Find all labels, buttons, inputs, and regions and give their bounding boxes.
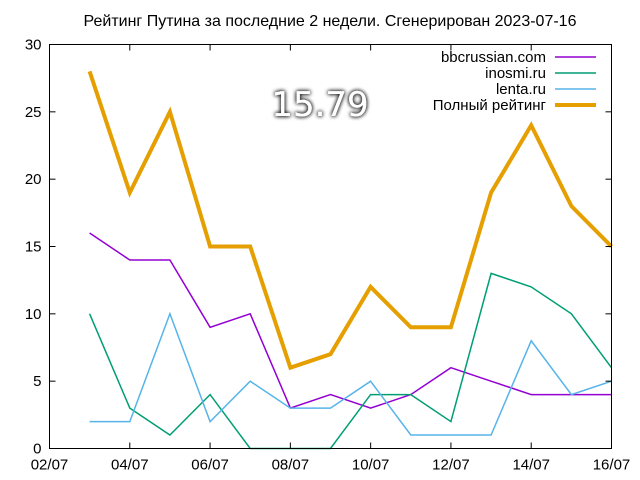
y-tick-label: 30 [25,37,42,54]
x-tick-label: 06/07 [191,457,229,474]
y-tick-label: 0 [33,441,41,458]
x-tick-label: 04/07 [111,457,149,474]
series-layer [87,70,613,450]
series-line-1 [88,272,613,450]
series-line-2 [89,311,612,436]
legend-label: inosmi.ru [485,65,546,82]
legend-label: Полный рейтинг [433,97,547,114]
axis-ticks: 0 5 10 15 20 25 30 02/07 04/07 06/07 08/07 10/07 12/… [25,37,630,474]
x-tick-label: 14/07 [512,457,550,474]
chart-title: Рейтинг Путина за последние 2 недели. Сг… [84,13,577,30]
x-tick-label: 16/07 [593,457,631,474]
legend-label: bbcrussian.com [441,49,546,66]
y-tick-label: 15 [25,239,42,256]
y-tick-label: 10 [25,306,42,323]
series-line-0 [89,232,612,410]
legend-label: lenta.ru [496,81,546,98]
y-tick-label: 20 [25,171,42,188]
x-tick-label: 02/07 [31,457,69,474]
series-line-3 [87,70,613,371]
x-tick-label: 12/07 [432,457,470,474]
x-tick-label: 10/07 [352,457,390,474]
y-tick-label: 5 [33,373,41,390]
x-tick-label: 08/07 [272,457,310,474]
y-tick-label: 25 [25,104,42,121]
current-rating-value: 15.79 [271,85,368,125]
